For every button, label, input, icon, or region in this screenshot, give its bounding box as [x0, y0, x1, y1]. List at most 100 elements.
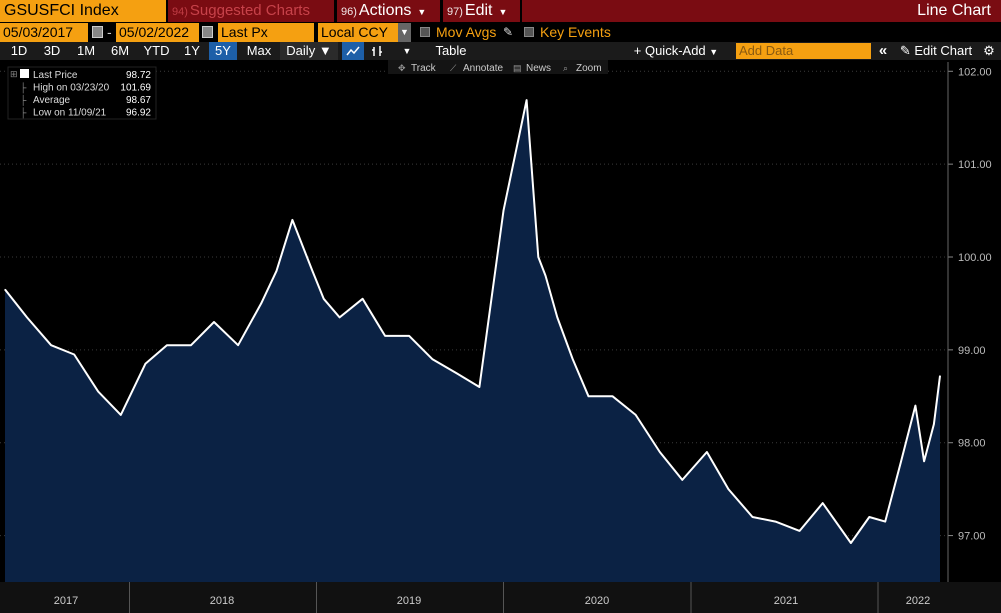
suggested-charts-menu[interactable]: 94) Suggested Charts [168, 0, 334, 22]
data-point [362, 298, 364, 300]
legend-marker: ├ [20, 94, 27, 106]
x-tick-label: 2022 [906, 595, 930, 607]
mov-avgs-checkbox[interactable] [420, 27, 430, 37]
data-point [73, 353, 75, 356]
edit-label: Edit [464, 2, 493, 19]
legend-value: 98.72 [126, 70, 151, 81]
range-ytd[interactable]: YTD [143, 43, 170, 58]
range-max[interactable]: Max [246, 43, 272, 58]
chevron-down-icon: ▼ [709, 47, 719, 57]
y-tick-label: 99.00 [958, 345, 986, 357]
data-point [455, 372, 457, 374]
tool-annotate: Annotate [463, 63, 503, 74]
range-6m[interactable]: 6M [110, 43, 130, 58]
suggested-charts-number: 94) [172, 6, 188, 18]
ticker-label: GSUSFCI Index [4, 2, 119, 19]
data-point [822, 502, 824, 504]
x-tick-label: 2018 [210, 595, 234, 607]
date-controls-bar: 05/03/2017 - 05/02/2022 Last Px Local CC… [0, 23, 1001, 42]
edit-number: 97) [447, 6, 463, 18]
mov-avgs-label: Mov Avgs [436, 24, 497, 40]
range-toolbar: 1D 3D 1M 6M YTD 1Y 5Y Max Daily ▼ ▼ Tabl… [0, 42, 1001, 60]
data-point [799, 530, 801, 532]
table-button[interactable]: Table [435, 43, 467, 58]
legend-marker: ├ [20, 107, 27, 119]
currency-value: Local CCY [321, 24, 388, 40]
range-1y[interactable]: 1Y [184, 43, 200, 58]
news-icon: ▤ [513, 63, 522, 73]
suggested-charts-label: Suggested Charts [189, 2, 310, 19]
zoom-icon: ⌕ [563, 63, 568, 73]
x-axis: 2017 2018 2019 2020 2021 2022 [0, 582, 1001, 613]
legend-value: 96.92 [126, 108, 151, 119]
data-point [635, 414, 637, 416]
calendar-icon[interactable] [92, 26, 103, 38]
data-point [213, 321, 215, 323]
data-point [850, 542, 852, 544]
legend-label: Average [33, 95, 71, 106]
actions-menu[interactable]: 96) Actions ▼ [337, 0, 440, 22]
calendar-icon[interactable] [202, 26, 213, 38]
data-point [338, 316, 341, 318]
annotate-icon: ⟋ [450, 63, 457, 73]
start-date-value: 05/03/2017 [3, 24, 74, 40]
quick-add-button[interactable]: + Quick-Add ▼ [630, 42, 722, 60]
field-selector[interactable]: Last Px [218, 23, 314, 42]
key-events-label: Key Events [540, 24, 611, 40]
data-point [525, 99, 528, 101]
legend-swatch [20, 69, 29, 78]
y-axis: 97.00 98.00 99.00 100.00 101.00 102.00 [947, 62, 992, 582]
actions-label: Actions [358, 2, 412, 19]
range-1m[interactable]: 1M [76, 43, 96, 58]
data-point [933, 423, 935, 425]
pencil-icon[interactable]: ✎ [503, 25, 514, 39]
legend-value: 101.69 [120, 83, 151, 94]
data-point [166, 344, 168, 346]
x-axis-band [0, 582, 1001, 613]
ticker-field[interactable]: GSUSFCI Index [0, 0, 166, 22]
legend-label: Low on 11/09/21 [33, 108, 107, 119]
data-point [260, 302, 262, 305]
data-point [544, 274, 547, 277]
y-tick-label: 97.00 [958, 531, 986, 543]
frequency-selector[interactable]: Daily ▼ [280, 42, 338, 60]
data-point [50, 344, 52, 346]
gear-icon[interactable]: ⚙ [983, 43, 995, 58]
chevron-down-icon[interactable]: ▼ [398, 23, 411, 42]
x-tick-label: 2021 [774, 595, 798, 607]
data-point [612, 395, 614, 397]
key-events-checkbox[interactable] [524, 27, 534, 37]
collapse-icon[interactable]: « [878, 42, 888, 59]
chevron-down-icon: ▼ [498, 7, 508, 17]
edit-menu[interactable]: 97) Edit ▼ [443, 0, 520, 22]
start-date-field[interactable]: 05/03/2017 [0, 23, 88, 42]
add-data-input[interactable]: Add Data [736, 43, 871, 59]
currency-selector[interactable]: Local CCY [318, 23, 398, 42]
range-5y[interactable]: 5Y [209, 42, 237, 60]
range-3d[interactable]: 3D [43, 43, 61, 58]
field-value: Last Px [221, 24, 268, 40]
pencil-icon: ✎ [899, 43, 911, 58]
quick-add-label: + Quick-Add [633, 43, 706, 58]
data-points [4, 99, 941, 544]
chevron-down-icon[interactable]: ▼ [402, 46, 412, 56]
data-point [237, 344, 239, 346]
data-point [431, 358, 433, 360]
chart-type-label: Line Chart [917, 2, 991, 19]
range-1d[interactable]: 1D [10, 43, 28, 58]
legend-label: Last Price [33, 70, 78, 81]
edit-chart-button[interactable]: ✎ Edit Chart [896, 42, 976, 60]
chevron-down-icon: ▼ [318, 43, 332, 58]
price-line [4, 99, 941, 544]
data-point [408, 335, 410, 337]
data-point [900, 460, 902, 462]
bar-chart-icon[interactable] [366, 42, 388, 60]
track-icon: ✥ [398, 63, 406, 73]
y-tick-label: 98.00 [958, 438, 986, 450]
data-point [120, 414, 122, 416]
line-chart-icon[interactable] [342, 42, 364, 60]
data-point [751, 516, 754, 518]
end-date-field[interactable]: 05/02/2022 [116, 23, 199, 42]
end-date-value: 05/02/2022 [119, 24, 190, 40]
